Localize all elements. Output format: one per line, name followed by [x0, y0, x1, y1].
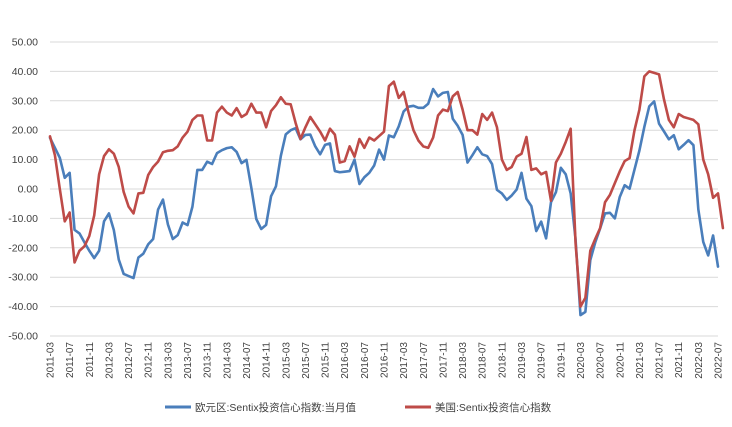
x-tick-label: 2020-07: [596, 342, 607, 379]
x-tick-label: 2018-07: [478, 342, 489, 379]
y-tick-label: -30.00: [8, 272, 38, 284]
legend-item-eurozone: 欧元区:Sentix投资信心指数:当月值: [165, 401, 357, 414]
y-tick-label: -40.00: [8, 301, 38, 313]
y-tick-label: 40.00: [12, 66, 38, 78]
x-tick-label: 2016-07: [360, 342, 371, 379]
x-tick-label: 2014-11: [262, 342, 273, 378]
x-tick-label: 2018-11: [497, 342, 508, 378]
x-tick-label: 2020-11: [615, 342, 626, 378]
x-tick-label: 2015-11: [321, 342, 332, 378]
x-tick-label: 2022-07: [714, 342, 725, 379]
x-tick-label: 2017-03: [399, 342, 410, 379]
x-tick-label: 2019-07: [537, 342, 548, 379]
y-tick-label: 50.00: [12, 37, 38, 49]
x-tick-label: 2014-03: [222, 342, 233, 379]
x-tick-label: 2017-07: [419, 342, 430, 379]
x-tick-label: 2012-03: [104, 342, 115, 379]
x-tick-label: 2014-07: [242, 342, 253, 379]
x-tick-label: 2021-11: [674, 342, 685, 378]
x-tick-label: 2019-11: [556, 342, 567, 378]
x-tick-label: 2013-07: [183, 342, 194, 379]
x-tick-label: 2016-11: [380, 342, 391, 378]
y-tick-label: 10.00: [12, 154, 38, 166]
x-tick-label: 2011-11: [85, 342, 96, 378]
x-tick-label: 2019-03: [517, 342, 528, 379]
x-tick-label: 2013-11: [203, 342, 214, 378]
x-tick-label: 2020-03: [576, 342, 587, 379]
series-lines: [48, 70, 725, 317]
x-tick-label: 2015-07: [301, 342, 312, 379]
y-tick-label: -50.00: [8, 331, 38, 343]
x-tick-label: 2011-03: [46, 342, 57, 378]
y-tick-label: -20.00: [8, 242, 38, 254]
legend: 欧元区:Sentix投资信心指数:当月值 美国:Sentix投资信心指数: [165, 401, 552, 414]
y-tick-label: 0.00: [18, 184, 39, 196]
x-tick-label: 2012-07: [124, 342, 135, 379]
x-tick-label: 2017-11: [438, 342, 449, 378]
x-tick-label: 2013-03: [163, 342, 174, 379]
series-line-eurozone: [48, 87, 720, 317]
x-axis-tick-labels: 2011-03 2011-07 2011-11 2012-03 2012-07 2012-…: [46, 342, 725, 379]
x-tick-label: 2021-03: [635, 342, 646, 379]
x-tick-label: 2021-07: [655, 342, 666, 379]
x-tick-label: 2015-03: [281, 342, 292, 379]
legend-item-us: 美国:Sentix投资信心指数: [405, 401, 552, 414]
y-axis-tick-labels: 50.00 40.00 30.00 20.00 10.00 0.00 -10.00 -20.0…: [8, 37, 38, 343]
gridlines: [50, 41, 718, 337]
y-tick-label: -10.00: [8, 213, 38, 225]
y-tick-label: 20.00: [12, 125, 38, 137]
x-tick-label: 2011-07: [65, 342, 76, 378]
x-tick-label: 2022-03: [694, 342, 705, 379]
y-tick-label: 30.00: [12, 95, 38, 107]
x-tick-label: 2012-11: [144, 342, 155, 378]
legend-label: 欧元区:Sentix投资信心指数:当月值: [195, 401, 357, 414]
x-tick-label: 2016-03: [340, 342, 351, 379]
x-tick-label: 2018-03: [458, 342, 469, 379]
legend-label: 美国:Sentix投资信心指数: [435, 401, 552, 414]
series-line-us: [48, 70, 725, 308]
